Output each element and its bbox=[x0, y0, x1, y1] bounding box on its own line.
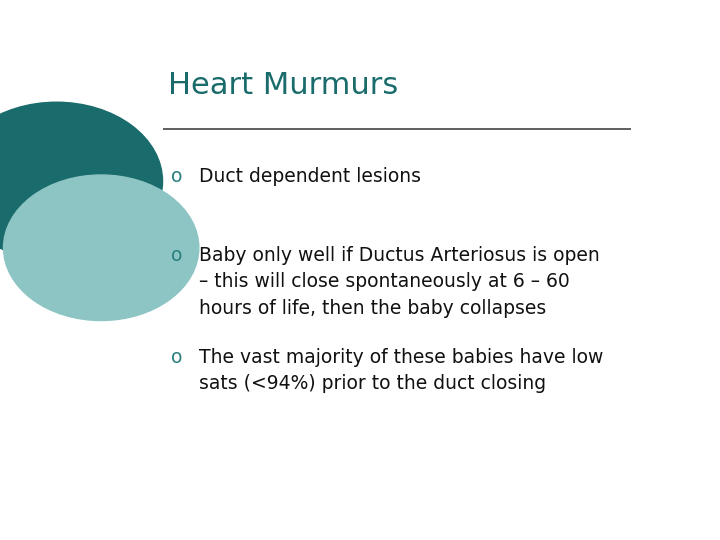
Text: o: o bbox=[171, 348, 182, 367]
Text: Baby only well if Ductus Arteriosus is open
– this will close spontaneously at 6: Baby only well if Ductus Arteriosus is o… bbox=[199, 246, 600, 318]
Circle shape bbox=[0, 102, 163, 260]
Text: Duct dependent lesions: Duct dependent lesions bbox=[199, 167, 420, 186]
Text: Heart Murmurs: Heart Murmurs bbox=[168, 71, 398, 100]
Text: o: o bbox=[171, 246, 182, 265]
Text: o: o bbox=[171, 167, 182, 186]
Circle shape bbox=[4, 175, 199, 321]
Text: The vast majority of these babies have low
sats (<94%) prior to the duct closing: The vast majority of these babies have l… bbox=[199, 348, 603, 393]
